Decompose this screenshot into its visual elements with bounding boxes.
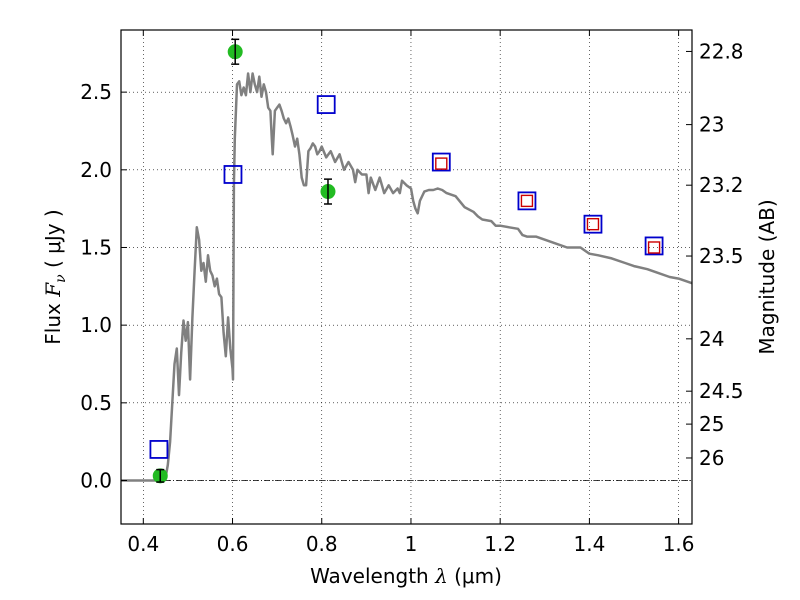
mag-tick-label: 25 — [699, 412, 724, 436]
x-tick-label: 0.4 — [127, 532, 159, 556]
y-axis-label-symbol: F — [41, 282, 65, 298]
x-tick-label: 0.6 — [217, 532, 249, 556]
mag-tick-label: 23 — [699, 113, 724, 137]
y-axis-label: Flux Fν ( μJy ) — [41, 209, 69, 344]
mag-tick-label: 23.5 — [699, 244, 744, 268]
x-axis-label: Wavelength λ (μm) — [310, 564, 502, 588]
x-tick-label: 1.2 — [484, 532, 516, 556]
mag-tick-label: 24.5 — [699, 379, 744, 403]
markers-layer — [149, 38, 664, 484]
model-square — [644, 236, 664, 256]
y-axis-label-subscript: ν — [53, 274, 69, 283]
y2-axis-label: Magnitude (AB) — [755, 199, 779, 354]
y-axis-label-unit: ( μJy ) — [41, 209, 65, 274]
model-square — [517, 191, 537, 211]
y-tick-label: 0.0 — [80, 469, 112, 493]
x-axis-label-unit: (μm) — [448, 564, 502, 588]
limit-square — [586, 217, 600, 231]
x-tick-label: 1 — [405, 532, 418, 556]
y-tick-label: 1.0 — [80, 313, 112, 337]
limit-square — [520, 194, 534, 208]
x-tick-label: 0.8 — [306, 532, 338, 556]
limit-square — [435, 157, 448, 170]
mag-tick-label: 22.8 — [699, 39, 744, 63]
model-square — [149, 440, 169, 459]
model-square — [431, 152, 451, 172]
x-axis-label-prefix: Wavelength — [310, 564, 435, 588]
x-tick-label: 1.4 — [573, 532, 605, 556]
x-axis-label-symbol: λ — [434, 564, 448, 588]
mag-tick-label: 23.2 — [699, 173, 744, 197]
model-sed-layer — [121, 72, 692, 482]
mag-tick-label: 26 — [699, 446, 724, 470]
y-tick-label: 0.5 — [80, 391, 112, 415]
y-tick-label: 2.0 — [80, 158, 112, 182]
plot-background — [121, 30, 692, 524]
limit-square — [647, 241, 661, 254]
model-square — [583, 214, 603, 234]
model-sed-line — [121, 72, 692, 482]
y-tick-label: 2.5 — [80, 80, 112, 104]
plot-frame — [120, 29, 693, 525]
mag-tick-label: 24 — [699, 327, 724, 351]
model-square — [223, 165, 243, 184]
model-square — [316, 95, 336, 114]
y-axis-label-prefix: Flux — [41, 297, 65, 345]
x-tick-label: 1.6 — [663, 532, 695, 556]
y-tick-label: 1.5 — [80, 235, 112, 259]
ticks: 0.4 0.6 0.8 1 1.2 1.4 1.6 0.0 0.5 1.0 1.5 2.0 2.5 22.… — [80, 30, 744, 556]
